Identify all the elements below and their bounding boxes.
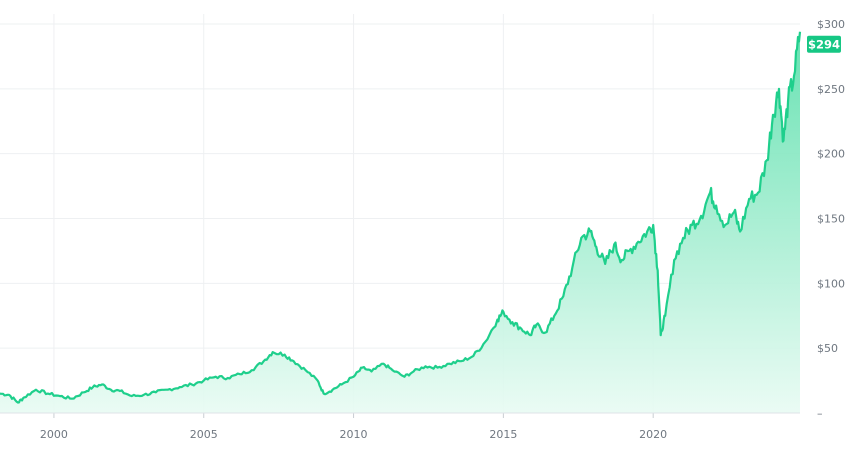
- x-tick-label: 2020: [639, 428, 667, 441]
- y-tick-label: $50: [817, 342, 838, 355]
- y-tick-label: –: [817, 407, 823, 420]
- x-tick-label: 2000: [40, 428, 68, 441]
- price-area: [0, 31, 800, 414]
- last-price-label: $294: [808, 37, 840, 51]
- y-tick-label: $100: [817, 277, 845, 290]
- last-price-badge-bg: [807, 35, 841, 53]
- x-tick-label: 2010: [340, 428, 368, 441]
- x-axis: 2000 2005 2010 2015 2020: [0, 412, 800, 441]
- y-tick-label: $300: [817, 18, 845, 31]
- y-tick-label: $150: [817, 213, 845, 226]
- y-tick-label: $250: [817, 83, 845, 96]
- x-tick-label: 2005: [190, 428, 218, 441]
- x-tick-label: 2015: [489, 428, 517, 441]
- y-tick-label: $200: [817, 148, 845, 161]
- y-axis: $300 $250 $200 $150 $100 $50 –: [817, 18, 845, 420]
- last-price-badge: $294: [807, 35, 841, 53]
- price-line: [0, 31, 802, 404]
